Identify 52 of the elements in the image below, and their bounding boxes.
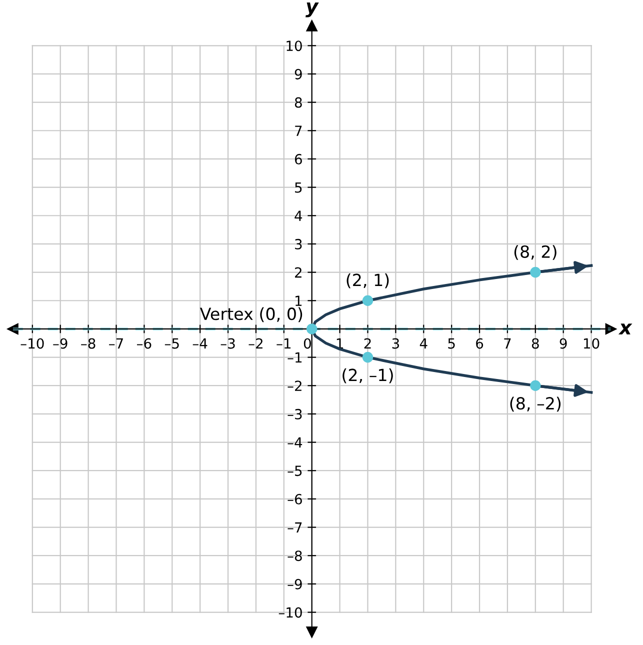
- y-tick-label: –1: [288, 352, 302, 363]
- point: [362, 295, 374, 306]
- y-tick-label: –7: [288, 522, 302, 533]
- x-tick-label: 0: [304, 338, 311, 349]
- x-tick-label: 7: [504, 338, 511, 349]
- x-tick-label: 9: [560, 338, 567, 349]
- x-tick-label: 3: [392, 338, 399, 349]
- point: [306, 324, 318, 334]
- y-tick-label: –6: [288, 494, 302, 504]
- x-tick-label: 6: [476, 338, 484, 349]
- x-tick-label: 4: [420, 338, 428, 349]
- x-tick-label: 8: [532, 338, 539, 349]
- y-tick-label: 4: [294, 210, 302, 221]
- y-tick-label: 2: [295, 267, 302, 278]
- x-tick-label: 5: [448, 338, 455, 349]
- x-tick-label: –6: [136, 338, 152, 349]
- y-tick-label: –9: [288, 578, 302, 590]
- y-tick-label: –5: [288, 466, 302, 476]
- annotation: Vertex (0, 0): [200, 307, 302, 322]
- x-tick-label: –1: [276, 338, 291, 349]
- point: [362, 352, 374, 363]
- y-tick-label: –8: [288, 550, 302, 562]
- annotation: (8, –2): [510, 396, 561, 412]
- x-tick-label: –9: [53, 338, 68, 349]
- x-tick-label: –4: [192, 338, 208, 349]
- y-tick-label: 7: [295, 126, 302, 136]
- y-tick-label: –4: [288, 437, 302, 448]
- y-tick-label: 5: [295, 182, 302, 193]
- x-tick-label: –2: [248, 338, 262, 349]
- point: [530, 380, 541, 391]
- y-tick-label: –3: [288, 408, 302, 420]
- y-axis-title: y: [306, 2, 319, 18]
- x-tick-label: –8: [81, 338, 96, 349]
- y-tick-label: 6: [294, 154, 302, 164]
- y-tick-label: 3: [295, 238, 302, 250]
- point: [530, 266, 541, 278]
- y-tick-label: 1: [296, 296, 302, 306]
- y-tick-label: –10: [278, 607, 302, 618]
- y-tick-label: –2: [288, 380, 302, 391]
- x-tick-label: 2: [364, 338, 371, 349]
- x-tick-label: –7: [109, 338, 123, 349]
- annotation: (2, 1): [346, 273, 389, 288]
- annotation: (2, –1): [342, 368, 393, 384]
- y-tick-label: 8: [294, 97, 302, 108]
- y-tick-label: 10: [286, 40, 302, 52]
- y-tick-label: 9: [294, 68, 302, 80]
- x-tick-label: –3: [220, 338, 235, 349]
- annotation: (8, 2): [514, 245, 556, 260]
- x-tick-label: –10: [20, 338, 44, 349]
- x-tick-label: –5: [164, 338, 179, 349]
- x-axis-title: x: [618, 324, 632, 334]
- x-tick-label: 10: [584, 338, 600, 349]
